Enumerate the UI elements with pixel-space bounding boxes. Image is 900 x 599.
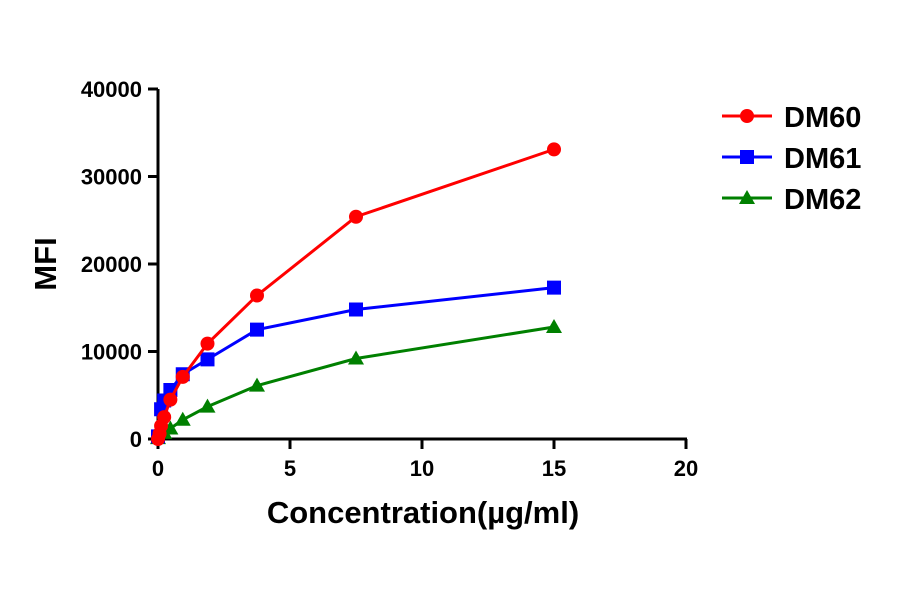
data-point-dm60 (163, 392, 178, 407)
legend-label: DM62 (784, 184, 861, 216)
y-tick-label: 10000 (81, 340, 142, 365)
data-point-dm61 (200, 352, 215, 367)
y-tick-label: 40000 (81, 77, 142, 102)
legend-marker (740, 109, 754, 123)
x-tick-label: 15 (542, 456, 566, 481)
legend-label: DM61 (784, 143, 861, 175)
y-axis-label: MFI (28, 237, 63, 290)
y-tick-label: 0 (130, 427, 142, 452)
y-tick-label: 20000 (81, 252, 142, 277)
data-point-dm61 (349, 302, 363, 317)
y-tick-label: 30000 (81, 165, 142, 190)
data-point-dm60 (175, 369, 190, 384)
data-point-dm62 (546, 319, 562, 333)
data-point-dm62 (174, 411, 191, 426)
legend-label: DM60 (784, 102, 861, 134)
x-axis-label: Concentration(µg/ml) (267, 495, 579, 530)
data-point-dm61 (250, 322, 264, 337)
data-point-dm60 (200, 336, 215, 351)
x-tick-label: 5 (284, 456, 296, 481)
data-point-dm62 (348, 350, 364, 365)
data-point-dm60 (157, 410, 172, 425)
data-point-dm60 (250, 288, 264, 303)
data-point-dm62 (199, 398, 216, 413)
legend-marker (740, 150, 754, 164)
x-tick-label: 10 (410, 456, 434, 481)
data-point-dm60 (547, 142, 561, 157)
data-point-dm62 (249, 377, 265, 392)
series-line-dm62 (157, 325, 555, 440)
data-point-dm60 (349, 209, 363, 224)
x-tick-label: 0 (152, 456, 164, 481)
x-tick-label: 20 (674, 456, 698, 481)
data-point-dm61 (547, 280, 561, 295)
data-point-dm62 (162, 420, 179, 435)
legend-marker (739, 190, 755, 204)
